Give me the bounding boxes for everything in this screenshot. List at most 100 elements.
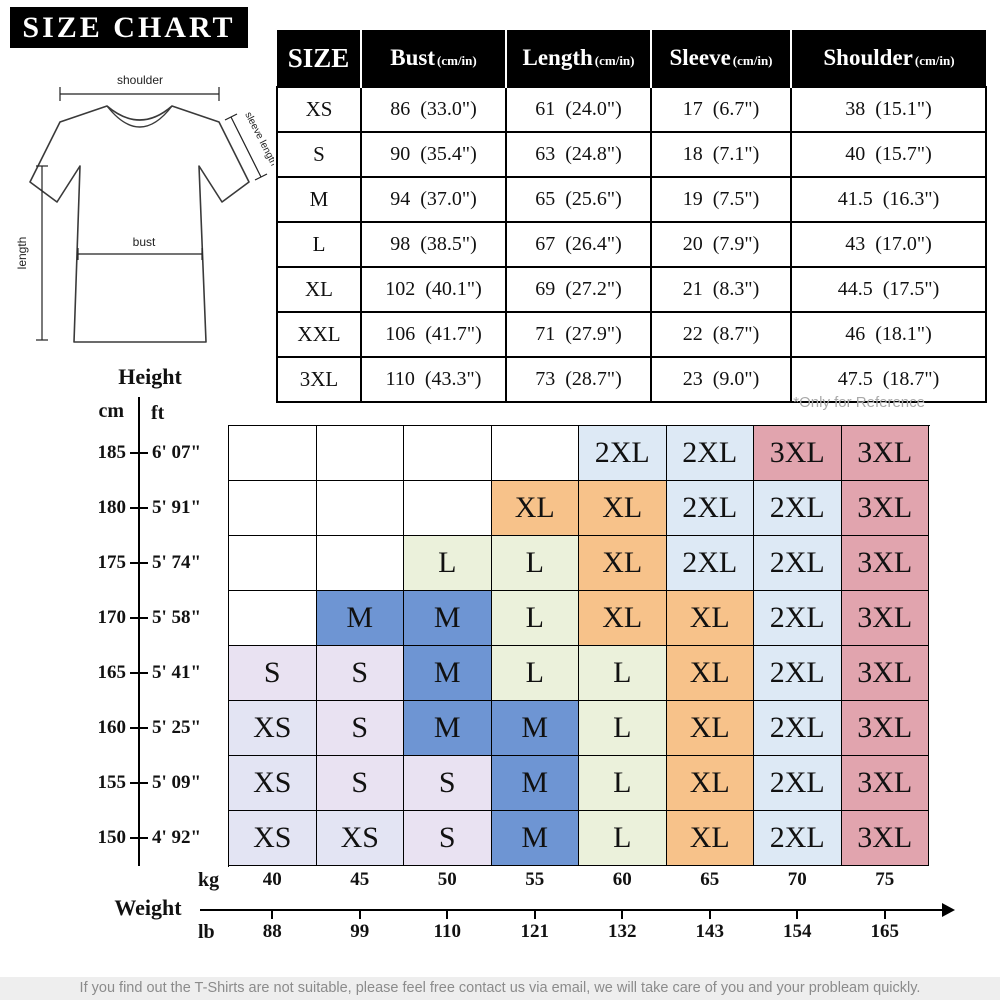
heatmap-cell-m: M bbox=[404, 646, 492, 701]
heatmap-cell-3xl: 3XL bbox=[841, 811, 929, 866]
lb-unit-label: lb bbox=[198, 921, 215, 943]
heatmap-cell-empty bbox=[229, 536, 317, 591]
heatmap-cell-m: M bbox=[404, 701, 492, 756]
heatmap-cell-xs: XS bbox=[229, 756, 317, 811]
measure-cell: 73 (28.7") bbox=[505, 356, 652, 403]
weight-axis-line bbox=[200, 909, 944, 911]
header-unit: (cm/in) bbox=[914, 53, 955, 68]
measure-cell: 102 (40.1") bbox=[360, 266, 507, 313]
heatmap-cell-xs: XS bbox=[316, 811, 404, 866]
sleeve-length-label: sleeve length bbox=[242, 110, 274, 168]
heatmap-cell-3xl: 3XL bbox=[841, 426, 929, 481]
heatmap-cell-s: S bbox=[316, 756, 404, 811]
measure-cell: 23 (9.0") bbox=[650, 356, 792, 403]
kg-unit-label: kg bbox=[198, 869, 220, 891]
heatmap-cell-xs: XS bbox=[229, 701, 317, 756]
heatmap-cell-2xl: 2XL bbox=[754, 701, 842, 756]
weight-axis-tick bbox=[446, 909, 449, 919]
measure-cell: 86 (33.0") bbox=[360, 86, 507, 133]
heatmap-cell-xl: XL bbox=[666, 811, 754, 866]
height-cm-value: 160 bbox=[97, 717, 127, 738]
size-cell: XL bbox=[276, 266, 362, 313]
header-text: Bust bbox=[390, 45, 436, 70]
reference-note: *Only for Reference bbox=[793, 394, 925, 411]
heatmap-cell-l: L bbox=[491, 591, 579, 646]
heatmap-cell-3xl: 3XL bbox=[841, 701, 929, 756]
tshirt-collar-line bbox=[106, 105, 173, 128]
height-axis-tick bbox=[130, 617, 148, 619]
height-ft-value: 4' 92" bbox=[152, 827, 202, 848]
heatmap-cell-s: S bbox=[229, 646, 317, 701]
weight-lb-value: 99 bbox=[350, 921, 370, 942]
weight-axis-tick bbox=[533, 909, 536, 919]
heatmap-cell-empty bbox=[404, 481, 492, 536]
heatmap-cell-l: L bbox=[491, 646, 579, 701]
height-cm-value: 150 bbox=[97, 827, 127, 848]
height-axis-line bbox=[138, 397, 140, 866]
heatmap-cell-empty bbox=[404, 426, 492, 481]
ft-unit-label: ft bbox=[151, 402, 165, 424]
heatmap-cell-xl: XL bbox=[491, 481, 579, 536]
heatmap-cell-empty bbox=[491, 426, 579, 481]
heatmap-cell-empty bbox=[229, 426, 317, 481]
header-text: Length bbox=[522, 45, 593, 70]
heatmap-cell-xl: XL bbox=[579, 481, 667, 536]
heatmap-cell-s: S bbox=[404, 811, 492, 866]
heatmap-cell-empty bbox=[229, 481, 317, 536]
size-table-row: 3XL 110 (43.3") 73 (28.7") 23 (9.0") 47.5 (1… bbox=[276, 356, 987, 403]
height-axis-tick bbox=[130, 452, 148, 454]
heatmap-cell-2xl: 2XL bbox=[754, 481, 842, 536]
size-table-header: SIZE Bust (cm/in) Length (cm/in) Sleeve (cm/in… bbox=[277, 30, 986, 87]
size-cell: XXL bbox=[276, 311, 362, 358]
weight-lb-value: 121 bbox=[520, 921, 550, 942]
height-cm-value: 175 bbox=[97, 552, 127, 573]
header-unit: (cm/in) bbox=[732, 53, 773, 68]
heatmap-cell-3xl: 3XL bbox=[841, 481, 929, 536]
weight-axis-title: Weight bbox=[114, 895, 182, 920]
heatmap-cell-empty bbox=[316, 426, 404, 481]
heatmap-cell-2xl: 2XL bbox=[579, 426, 667, 481]
heatmap-cell-xl: XL bbox=[579, 536, 667, 591]
weight-kg-value: 60 bbox=[612, 869, 632, 890]
weight-axis-tick bbox=[271, 909, 274, 919]
weight-kg-value: 65 bbox=[700, 869, 720, 890]
height-axis-tick bbox=[130, 562, 148, 564]
heatmap-cell-2xl: 2XL bbox=[754, 646, 842, 701]
height-cm-value: 155 bbox=[97, 772, 127, 793]
weight-lb-value: 110 bbox=[433, 921, 461, 942]
height-cm-value: 185 bbox=[97, 442, 127, 463]
height-ft-value: 5' 58" bbox=[152, 607, 202, 628]
height-cm-value: 170 bbox=[97, 607, 127, 628]
weight-axis-tick bbox=[883, 909, 886, 919]
measure-cell: 61 (24.0") bbox=[505, 86, 652, 133]
tshirt-measurement-diagram: shoulder length sleeve length bust bbox=[15, 73, 274, 343]
height-axis-tick bbox=[130, 837, 148, 839]
header-unit: (cm/in) bbox=[437, 53, 477, 68]
measure-cell: 47.5 (18.7") bbox=[790, 356, 987, 403]
weight-lb-value: 154 bbox=[783, 921, 812, 942]
size-table-header-sleeve: Sleeve (cm/in) bbox=[651, 30, 792, 87]
size-table-header-shoulder: Shoulder (cm/in) bbox=[791, 30, 986, 87]
heatmap-cell-3xl: 3XL bbox=[841, 646, 929, 701]
heatmap-cell-empty bbox=[316, 481, 404, 536]
size-cell: 3XL bbox=[276, 356, 362, 403]
heatmap-cell-2xl: 2XL bbox=[754, 756, 842, 811]
heatmap-cell-xl: XL bbox=[666, 646, 754, 701]
height-axis-tick bbox=[130, 672, 148, 674]
heatmap-cell-2xl: 2XL bbox=[666, 536, 754, 591]
measure-cell: 19 (7.5") bbox=[650, 176, 792, 223]
heatmap-cell-s: S bbox=[316, 701, 404, 756]
weight-lb-value: 88 bbox=[262, 921, 282, 942]
heatmap-cell-l: L bbox=[579, 756, 667, 811]
weight-kg-value: 50 bbox=[437, 869, 457, 890]
height-cm-value: 180 bbox=[97, 497, 127, 518]
size-table-row: XS 86 (33.0") 61 (24.0") 17 (6.7") 38 (15.1"… bbox=[276, 86, 987, 133]
measure-cell: 17 (6.7") bbox=[650, 86, 792, 133]
heatmap-cell-xl: XL bbox=[666, 756, 754, 811]
weight-axis-tick bbox=[358, 909, 361, 919]
size-cell: L bbox=[276, 221, 362, 268]
heatmap-cell-l: L bbox=[579, 646, 667, 701]
heatmap-cell-xl: XL bbox=[666, 701, 754, 756]
heatmap-cell-2xl: 2XL bbox=[754, 591, 842, 646]
